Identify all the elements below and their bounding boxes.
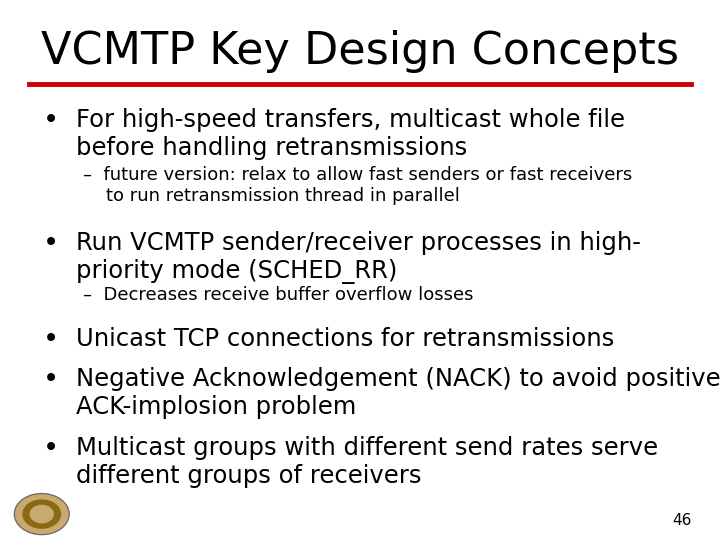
Circle shape [14, 494, 69, 535]
Text: Run VCMTP sender/receiver processes in high-
priority mode (SCHED_RR): Run VCMTP sender/receiver processes in h… [76, 231, 641, 284]
Text: Multicast groups with different send rates serve
different groups of receivers: Multicast groups with different send rat… [76, 436, 658, 488]
Text: •: • [43, 231, 59, 257]
Text: Unicast TCP connections for retransmissions: Unicast TCP connections for retransmissi… [76, 327, 614, 350]
Text: •: • [43, 327, 59, 353]
Circle shape [30, 505, 53, 523]
Text: –  future version: relax to allow fast senders or fast receivers
    to run retr: – future version: relax to allow fast se… [83, 166, 632, 205]
Text: VCMTP Key Design Concepts: VCMTP Key Design Concepts [41, 30, 679, 73]
Text: •: • [43, 436, 59, 462]
Circle shape [23, 500, 60, 528]
Text: For high-speed transfers, multicast whole file
before handling retransmissions: For high-speed transfers, multicast whol… [76, 108, 625, 160]
Text: 46: 46 [672, 513, 691, 528]
Text: •: • [43, 367, 59, 393]
Text: –  Decreases receive buffer overflow losses: – Decreases receive buffer overflow loss… [83, 286, 473, 304]
Text: •: • [43, 108, 59, 134]
Text: Negative Acknowledgement (NACK) to avoid positive
ACK-implosion problem: Negative Acknowledgement (NACK) to avoid… [76, 367, 720, 419]
